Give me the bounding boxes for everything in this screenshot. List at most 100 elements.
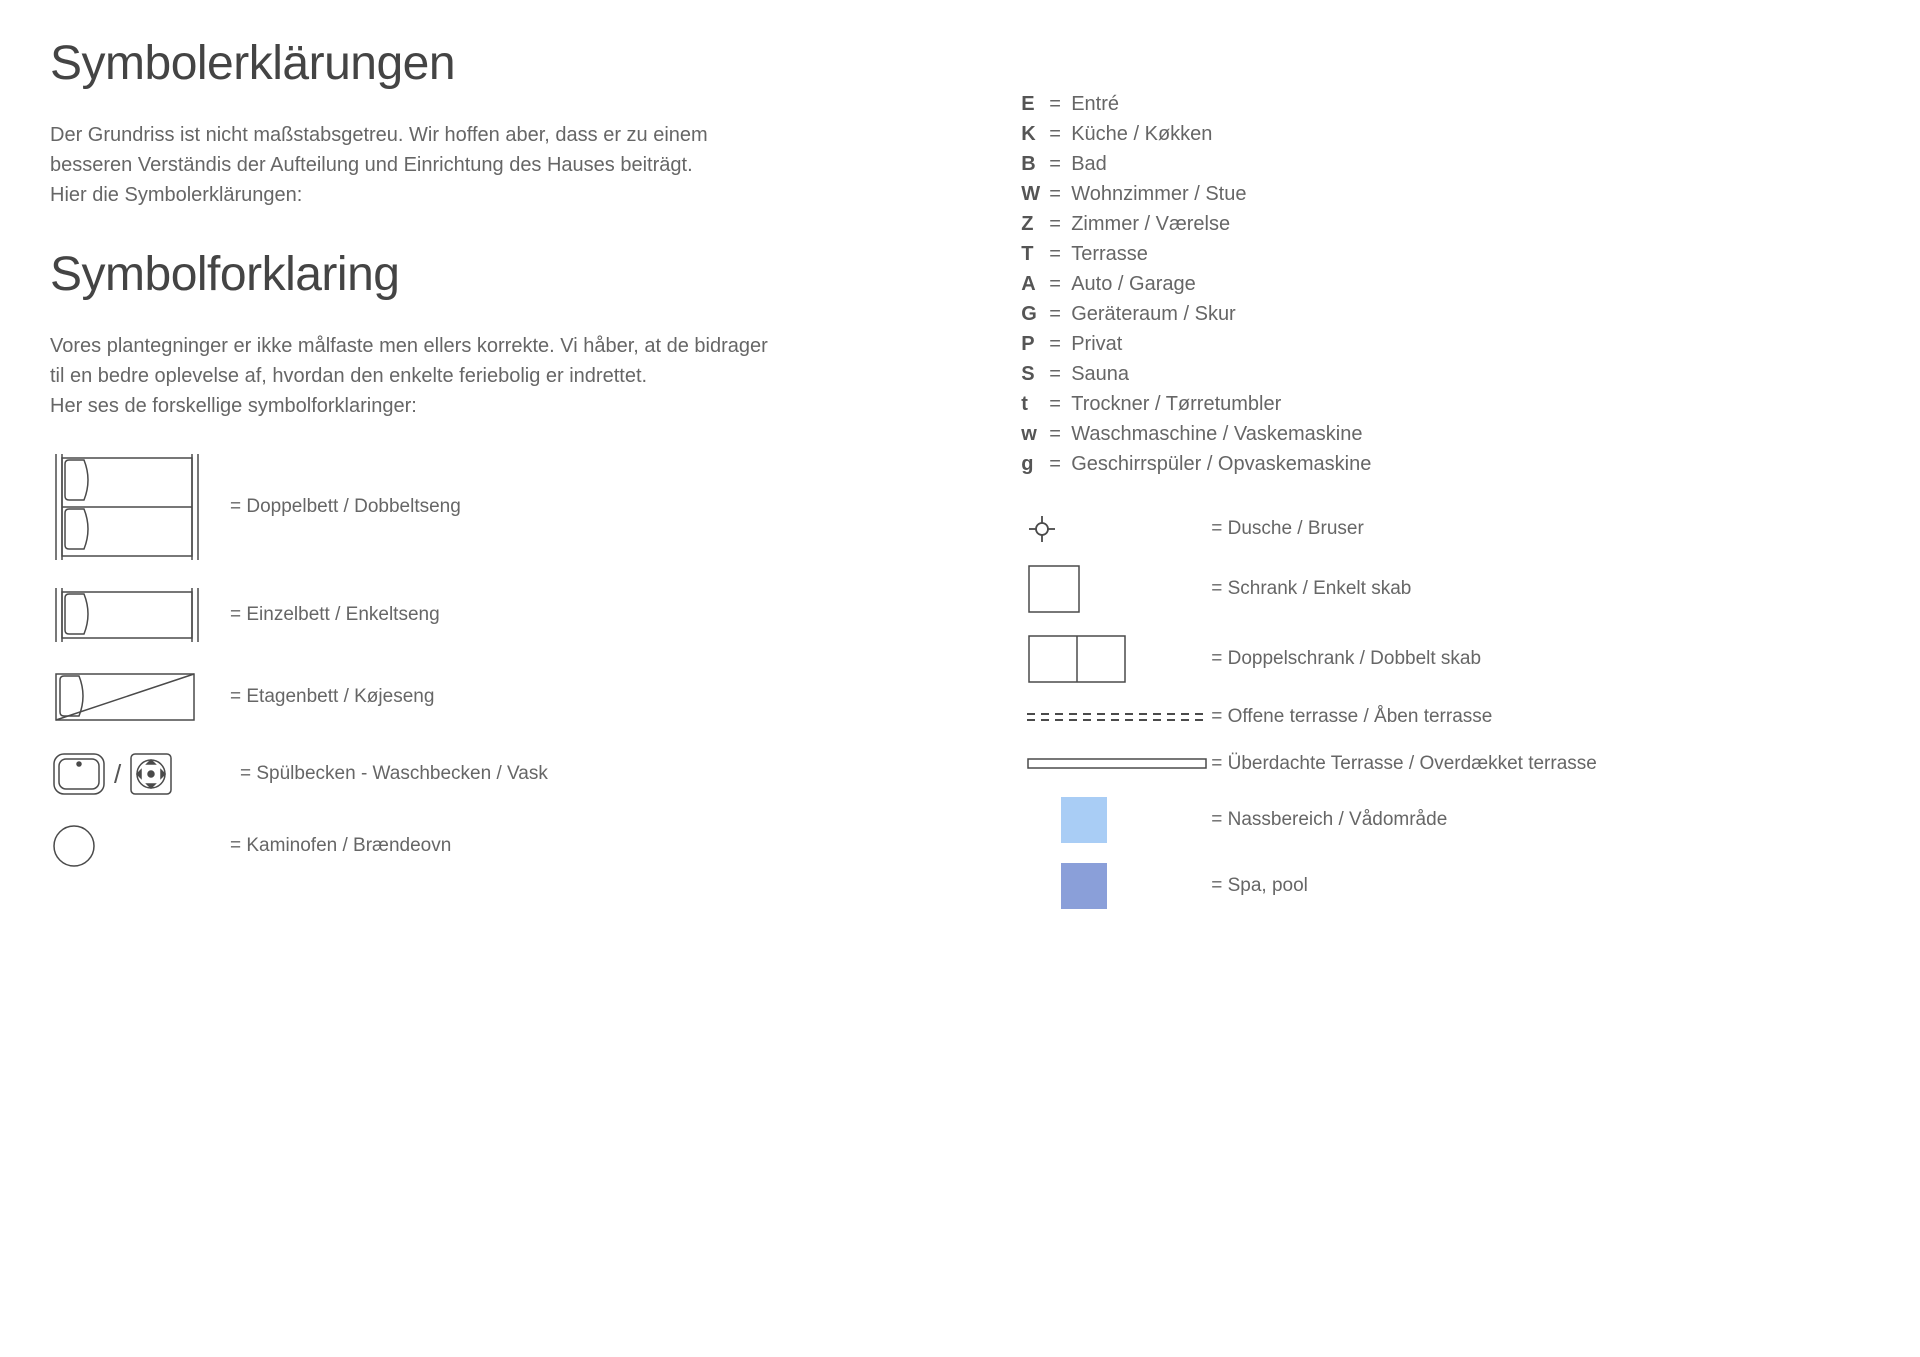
letter-code: T bbox=[1021, 240, 1049, 268]
stove-label: = Kaminofen / Brændeovn bbox=[230, 833, 451, 860]
equals-sign: = bbox=[1049, 210, 1071, 238]
intro-dk-line3: Her ses de forskellige symbolforklaringe… bbox=[50, 392, 941, 420]
sink-separator: / bbox=[114, 756, 121, 792]
symbol-row-double-bed: = Doppelbett / Dobbeltseng bbox=[50, 452, 941, 562]
letter-code: P bbox=[1021, 330, 1049, 358]
wet-area-swatch bbox=[1061, 797, 1107, 843]
covered-terrace-icon bbox=[1021, 757, 1211, 771]
letter-row: W=Wohnzimmer / Stue bbox=[1021, 180, 1870, 208]
letter-description: Terrasse bbox=[1071, 240, 1148, 268]
open-terrace-label: = Offene terrasse / Åben terrasse bbox=[1211, 704, 1492, 731]
letter-description: Entré bbox=[1071, 90, 1119, 118]
intro-de-line3: Hier die Symbolerklärungen: bbox=[50, 181, 941, 209]
letter-code: t bbox=[1021, 390, 1049, 418]
symbol-row-stove: = Kaminofen / Brændeovn bbox=[50, 822, 941, 870]
letter-code: g bbox=[1021, 450, 1049, 478]
letter-row: B=Bad bbox=[1021, 150, 1870, 178]
symbol-row-shower: = Dusche / Bruser bbox=[1021, 514, 1870, 544]
equals-sign: = bbox=[1049, 90, 1071, 118]
single-cabinet-label: = Schrank / Enkelt skab bbox=[1211, 576, 1411, 603]
letter-description: Geräteraum / Skur bbox=[1071, 300, 1236, 328]
equals-sign: = bbox=[1049, 330, 1071, 358]
equals-sign: = bbox=[1049, 240, 1071, 268]
letter-description: Zimmer / Værelse bbox=[1071, 210, 1230, 238]
letter-description: Waschmaschine / Vaskemaskine bbox=[1071, 420, 1362, 448]
letter-description: Privat bbox=[1071, 330, 1122, 358]
stove-icon bbox=[50, 822, 210, 870]
letter-row: E=Entré bbox=[1021, 90, 1870, 118]
symbol-row-sink: / = Spülbecken - Waschbecken / Vask bbox=[50, 750, 941, 798]
double-bed-label: = Doppelbett / Dobbeltseng bbox=[230, 494, 461, 521]
letter-row: Z=Zimmer / Værelse bbox=[1021, 210, 1870, 238]
letter-code: K bbox=[1021, 120, 1049, 148]
letter-row: A=Auto / Garage bbox=[1021, 270, 1870, 298]
letter-description: Küche / Køkken bbox=[1071, 120, 1212, 148]
symbol-row-covered-terrace: = Überdachte Terrasse / Overdækket terra… bbox=[1021, 751, 1870, 778]
letter-code: w bbox=[1021, 420, 1049, 448]
wet-area-icon bbox=[1021, 797, 1211, 843]
covered-terrace-label: = Überdachte Terrasse / Overdækket terra… bbox=[1211, 751, 1597, 778]
letter-code: Z bbox=[1021, 210, 1049, 238]
intro-dk-line2: til en bedre oplevelse af, hvordan den e… bbox=[50, 362, 941, 390]
symbol-row-double-cabinet: = Doppelschrank / Dobbelt skab bbox=[1021, 634, 1870, 684]
equals-sign: = bbox=[1049, 420, 1071, 448]
intro-de-line2: besseren Verständis der Aufteilung und E… bbox=[50, 151, 941, 179]
equals-sign: = bbox=[1049, 360, 1071, 388]
equals-sign: = bbox=[1049, 270, 1071, 298]
symbol-row-bunk-bed: = Etagenbett / Køjeseng bbox=[50, 668, 941, 726]
letter-code: G bbox=[1021, 300, 1049, 328]
spa-label: = Spa, pool bbox=[1211, 873, 1308, 900]
heading-danish: Symbolforklaring bbox=[50, 241, 941, 308]
letter-description: Trockner / Tørretumbler bbox=[1071, 390, 1281, 418]
shower-label: = Dusche / Bruser bbox=[1211, 516, 1364, 543]
equals-sign: = bbox=[1049, 300, 1071, 328]
bunk-bed-icon bbox=[50, 668, 210, 726]
single-bed-label: = Einzelbett / Enkeltseng bbox=[230, 602, 440, 629]
symbol-row-single-cabinet: = Schrank / Enkelt skab bbox=[1021, 564, 1870, 614]
letter-description: Auto / Garage bbox=[1071, 270, 1196, 298]
letter-code: B bbox=[1021, 150, 1049, 178]
equals-sign: = bbox=[1049, 120, 1071, 148]
left-column: Symbolerklärungen Der Grundriss ist nich… bbox=[50, 30, 941, 929]
letter-description: Geschirrspüler / Opvaskemaskine bbox=[1071, 450, 1371, 478]
letter-code: W bbox=[1021, 180, 1049, 208]
bunk-bed-label: = Etagenbett / Køjeseng bbox=[230, 684, 434, 711]
intro-de-line1: Der Grundriss ist nicht maßstabsgetreu. … bbox=[50, 121, 941, 149]
letter-row: t=Trockner / Tørretumbler bbox=[1021, 390, 1870, 418]
equals-sign: = bbox=[1049, 390, 1071, 418]
letter-description: Bad bbox=[1071, 150, 1107, 178]
double-cabinet-label: = Doppelschrank / Dobbelt skab bbox=[1211, 646, 1481, 673]
symbol-row-open-terrace: = Offene terrasse / Åben terrasse bbox=[1021, 704, 1870, 731]
single-bed-icon bbox=[50, 586, 210, 644]
heading-german: Symbolerklärungen bbox=[50, 30, 941, 97]
symbol-row-single-bed: = Einzelbett / Enkeltseng bbox=[50, 586, 941, 644]
symbol-row-wet-area: = Nassbereich / Vådområde bbox=[1021, 797, 1870, 843]
letter-row: G=Geräteraum / Skur bbox=[1021, 300, 1870, 328]
wet-area-label: = Nassbereich / Vådområde bbox=[1211, 807, 1447, 834]
symbol-row-spa: = Spa, pool bbox=[1021, 863, 1870, 909]
letter-code: E bbox=[1021, 90, 1049, 118]
sink-icon: / bbox=[50, 750, 220, 798]
intro-dk-line1: Vores plantegninger er ikke målfaste men… bbox=[50, 332, 941, 360]
letter-row: S=Sauna bbox=[1021, 360, 1870, 388]
letter-row: g=Geschirrspüler / Opvaskemaskine bbox=[1021, 450, 1870, 478]
spa-icon bbox=[1021, 863, 1211, 909]
letter-code: A bbox=[1021, 270, 1049, 298]
equals-sign: = bbox=[1049, 150, 1071, 178]
equals-sign: = bbox=[1049, 450, 1071, 478]
letter-code: S bbox=[1021, 360, 1049, 388]
letter-legend: E=EntréK=Küche / KøkkenB=BadW=Wohnzimmer… bbox=[1021, 90, 1870, 478]
letter-row: K=Küche / Køkken bbox=[1021, 120, 1870, 148]
letter-row: P=Privat bbox=[1021, 330, 1870, 358]
spa-swatch bbox=[1061, 863, 1107, 909]
letter-description: Wohnzimmer / Stue bbox=[1071, 180, 1246, 208]
equals-sign: = bbox=[1049, 180, 1071, 208]
intro-danish: Vores plantegninger er ikke målfaste men… bbox=[50, 332, 941, 420]
shower-icon bbox=[1021, 514, 1211, 544]
letter-description: Sauna bbox=[1071, 360, 1129, 388]
letter-row: T=Terrasse bbox=[1021, 240, 1870, 268]
intro-german: Der Grundriss ist nicht maßstabsgetreu. … bbox=[50, 121, 941, 209]
open-terrace-icon bbox=[1021, 710, 1211, 724]
single-cabinet-icon bbox=[1021, 564, 1211, 614]
double-cabinet-icon bbox=[1021, 634, 1211, 684]
